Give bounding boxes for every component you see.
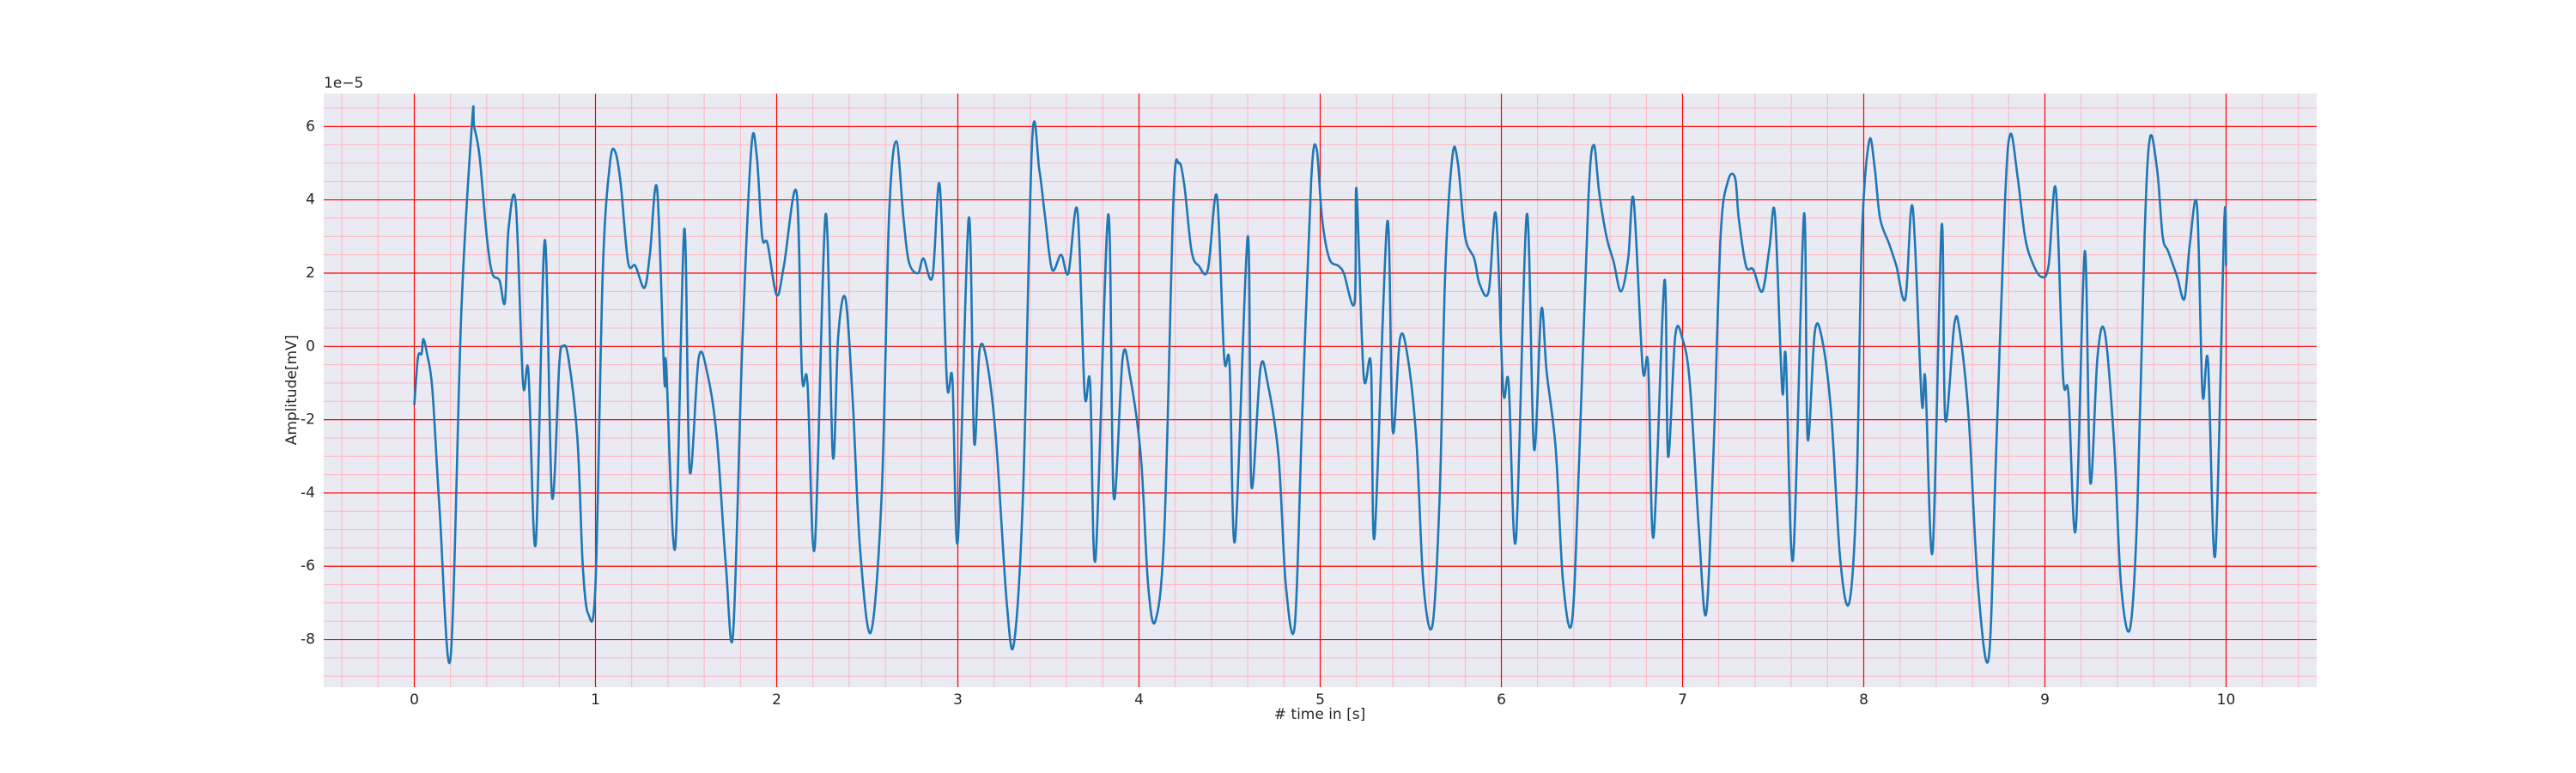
x-axis-label: # time in [s]	[1274, 706, 1365, 723]
y-tick-label: -2	[301, 411, 315, 429]
x-tick-label: 5	[1315, 691, 1325, 709]
x-tick-label: 9	[2040, 691, 2050, 709]
tick-labels: 0 1 2 3 4 5 6 7 8 9 10 -8 -6 -4 -2 0 2 4 6	[301, 118, 2235, 709]
series	[413, 105, 2227, 665]
major-grid	[324, 94, 2317, 687]
signal-line	[413, 105, 2227, 665]
offset-label: 1e−5	[324, 75, 363, 92]
x-tick-label: 1	[591, 691, 600, 709]
x-tick-label: 4	[1134, 691, 1144, 709]
x-tick-label: 2	[772, 691, 781, 709]
y-tick-label: 0	[306, 338, 315, 355]
y-axis-label: Amplitude[mV]	[283, 335, 301, 446]
x-tick-label: 7	[1678, 691, 1687, 709]
y-tick-label: -4	[301, 484, 315, 502]
x-tick-label: 0	[410, 691, 419, 709]
y-tick-label: 2	[306, 265, 315, 282]
y-tick-label: 6	[306, 118, 315, 135]
x-tick-label: 3	[953, 691, 963, 709]
y-tick-label: -8	[301, 631, 315, 648]
x-tick-label: 8	[1859, 691, 1868, 709]
x-tick-label: 10	[2217, 691, 2236, 709]
x-tick-label: 6	[1497, 691, 1506, 709]
y-tick-label: 4	[306, 192, 315, 209]
y-tick-label: -6	[301, 557, 315, 575]
